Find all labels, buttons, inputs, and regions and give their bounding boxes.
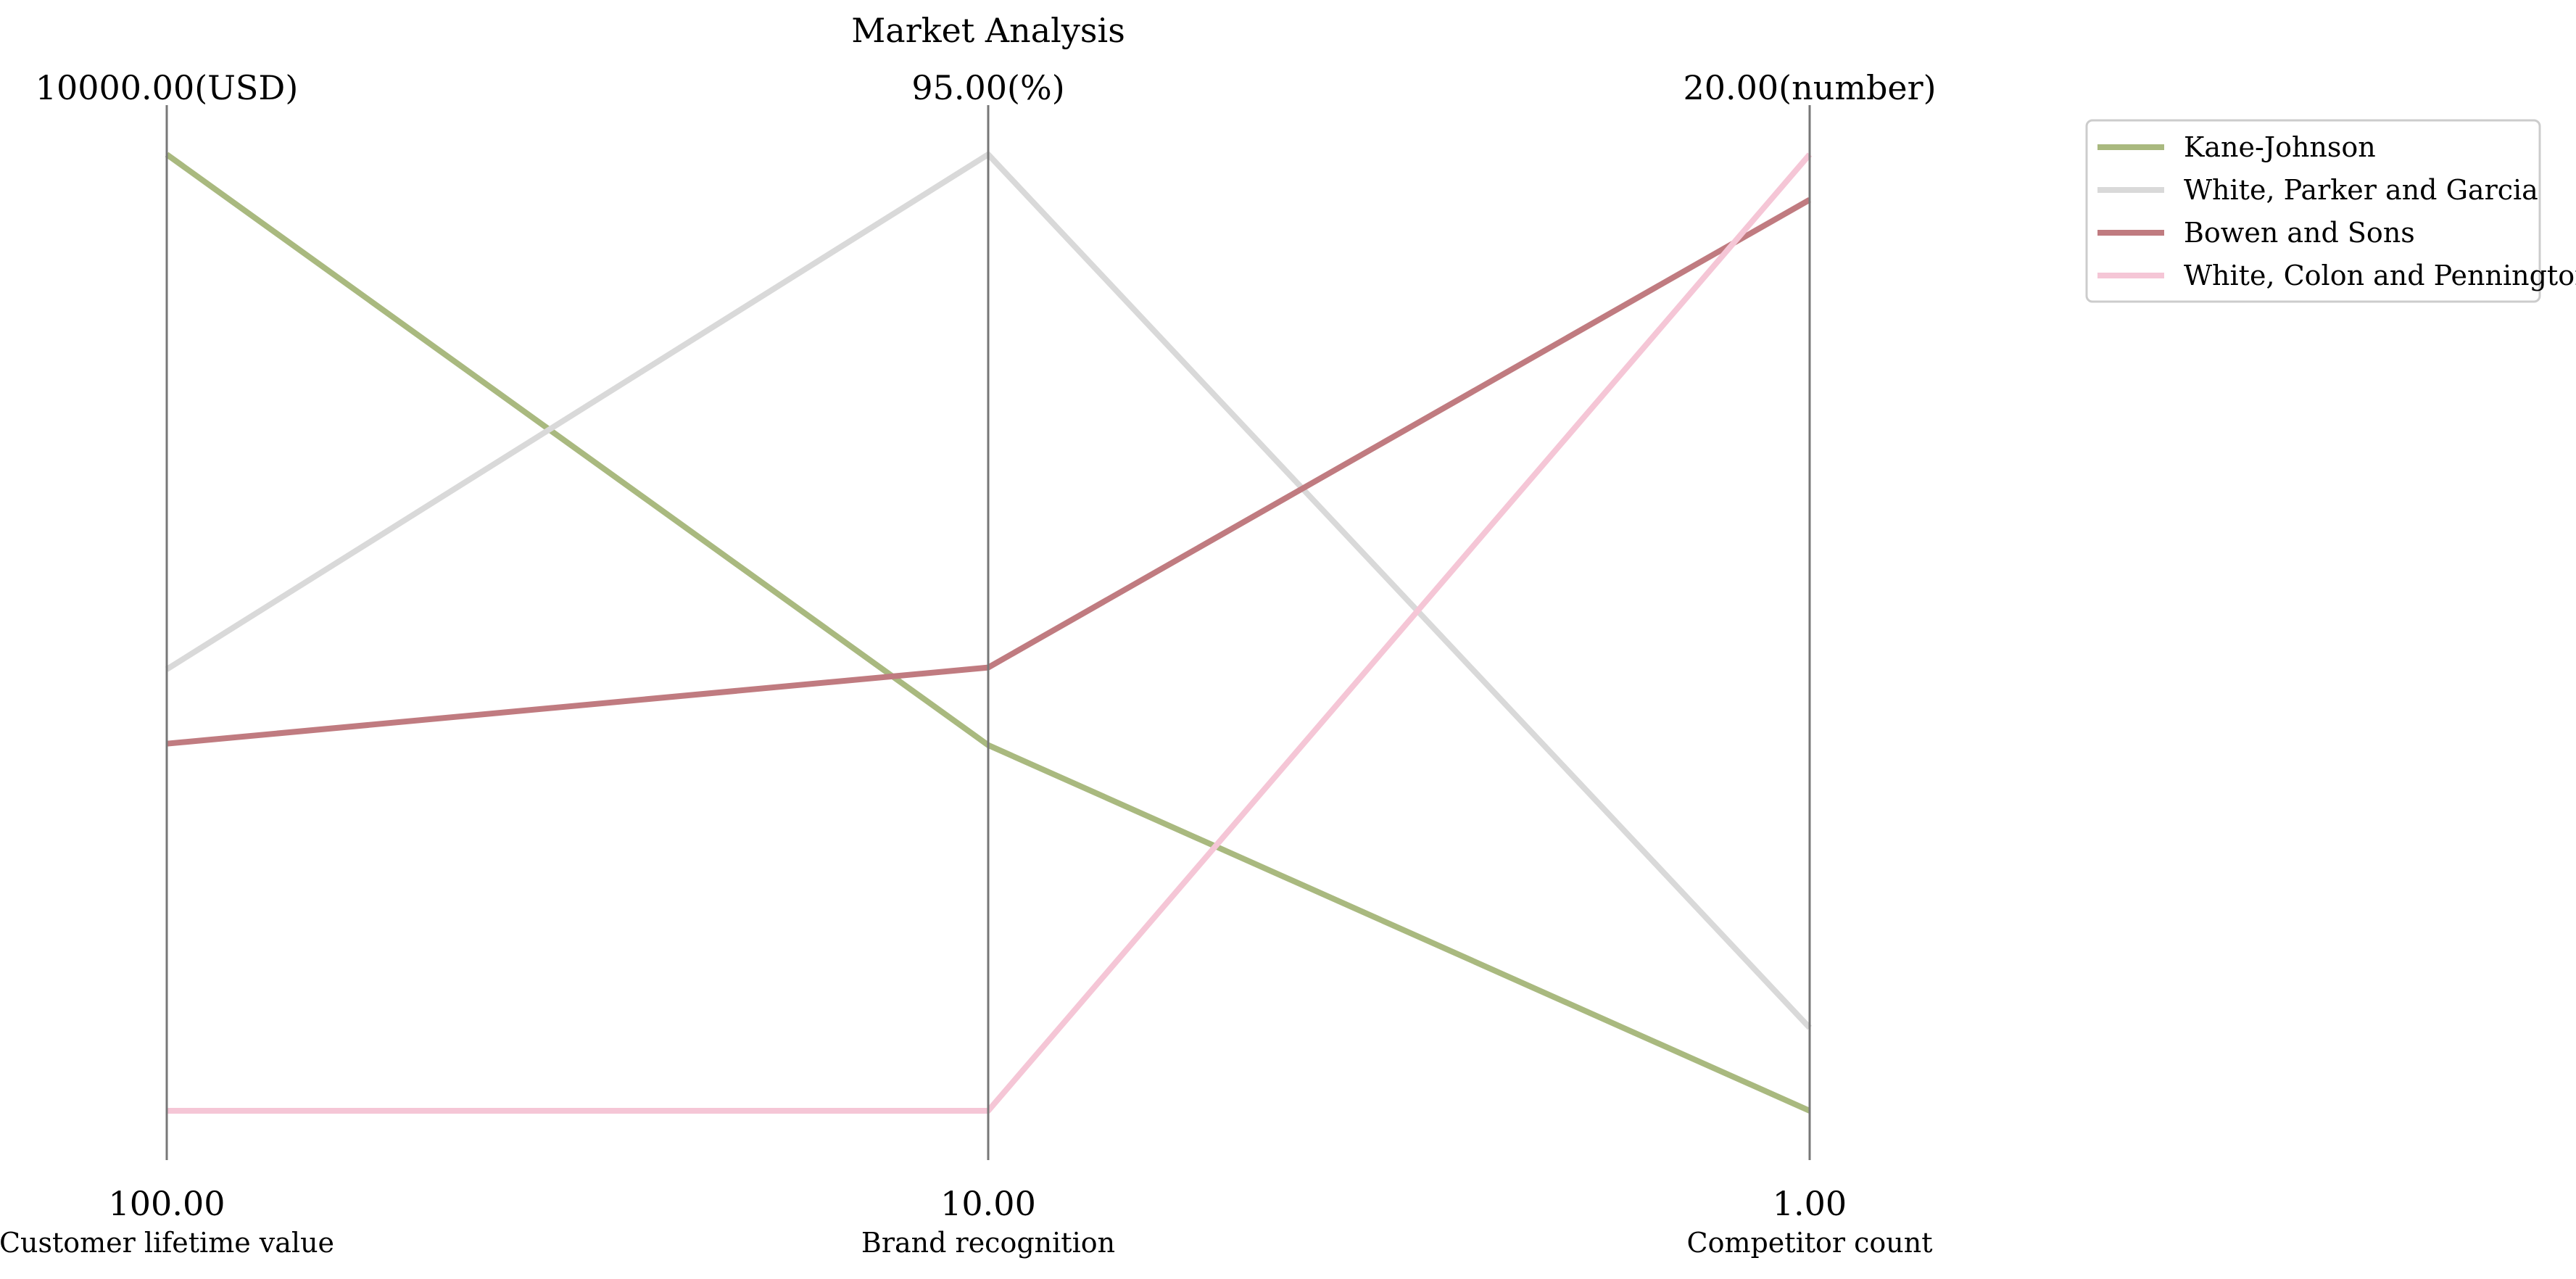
axis-min-label-3: 1.00 <box>1773 1184 1847 1223</box>
axis-max-label-1: 10000.00(USD) <box>36 68 299 107</box>
axis-name-2: Brand recognition <box>861 1227 1115 1259</box>
axis-min-label-2: 10.00 <box>940 1184 1036 1223</box>
legend-label-4: White, Colon and Pennington <box>2184 260 2576 291</box>
legend-label-1: Kane-Johnson <box>2184 131 2376 163</box>
axis-name-3: Competitor count <box>1687 1227 1933 1259</box>
axis-max-label-3: 20.00(number) <box>1683 68 1936 107</box>
legend-label-3: Bowen and Sons <box>2184 217 2415 249</box>
axis-min-label-1: 100.00 <box>109 1184 225 1223</box>
chart-title: Market Analysis <box>851 11 1125 50</box>
axis-name-1: Customer lifetime value <box>0 1227 334 1259</box>
axis-max-label-2: 95.00(%) <box>911 68 1064 107</box>
legend-label-2: White, Parker and Garcia <box>2184 174 2538 206</box>
legend: Kane-Johnson White, Parker and Garcia Bowe… <box>2085 119 2576 303</box>
legend-frame <box>2085 119 2541 303</box>
axes: 10000.00(USD) 100.00 Customer lifetime val… <box>0 68 1937 1259</box>
